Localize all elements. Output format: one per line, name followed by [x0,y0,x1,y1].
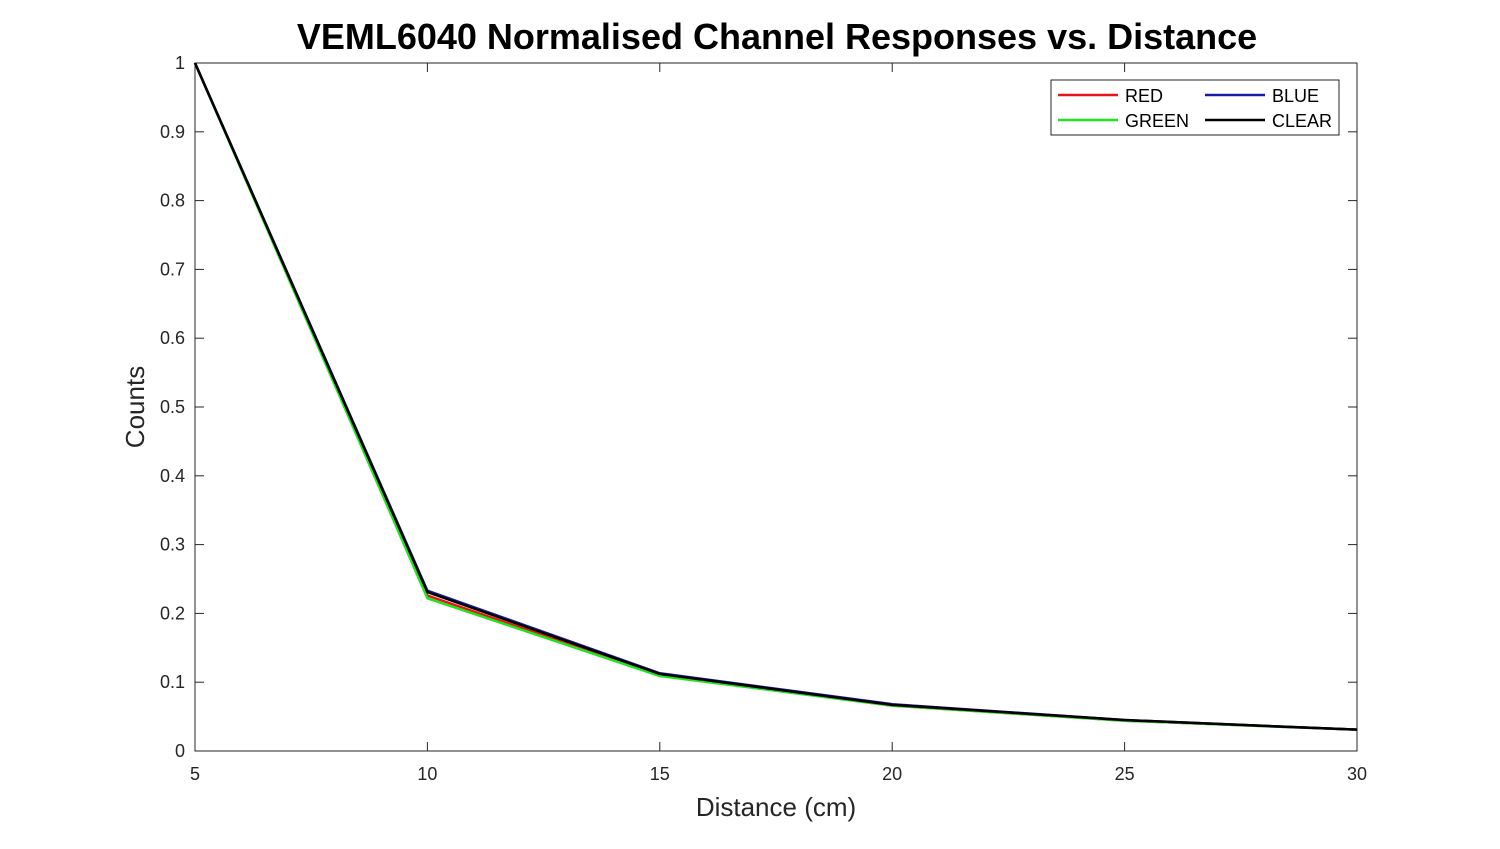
x-tick-label: 25 [1115,764,1135,784]
y-tick-label: 0.4 [160,466,185,486]
series-line-clear [193,62,1358,731]
axis-ticks: 5 10 15 20 25 30 0 0.1 0.2 0.3 0.4 0.5 0.6 0.7 0.8 0.9 1 [160,53,1367,784]
x-tick-label: 30 [1347,764,1367,784]
y-tick-label: 0.8 [160,191,185,211]
legend-box [1050,79,1340,136]
x-axis-label: Distance (cm) [696,792,856,822]
legend-label-clear: CLEAR [1272,111,1332,131]
x-tick-label: 10 [417,764,437,784]
y-tick-label: 0.7 [160,259,185,279]
legend-label-blue: BLUE [1272,86,1319,106]
y-tick-label: 0.1 [160,672,185,692]
y-tick-label: 0.2 [160,603,185,623]
x-tick-label: 5 [190,764,200,784]
y-tick-label: 0.3 [160,535,185,555]
y-tick-label: 1 [175,53,185,73]
y-tick-label: 0.6 [160,328,185,348]
y-axis-label: Counts [120,366,150,448]
x-tick-label: 20 [882,764,902,784]
y-tick-label: 0 [175,741,185,761]
chart-title: VEML6040 Normalised Channel Responses vs… [297,16,1257,57]
plot-area [194,62,1358,752]
legend: RED GREEN BLUE CLEAR [1050,79,1340,136]
y-tick-label: 0.9 [160,122,185,142]
legend-label-green: GREEN [1125,111,1189,131]
x-tick-label: 15 [650,764,670,784]
series-layer [193,62,1358,731]
y-tick-label: 0.5 [160,397,185,417]
legend-label-red: RED [1125,86,1163,106]
